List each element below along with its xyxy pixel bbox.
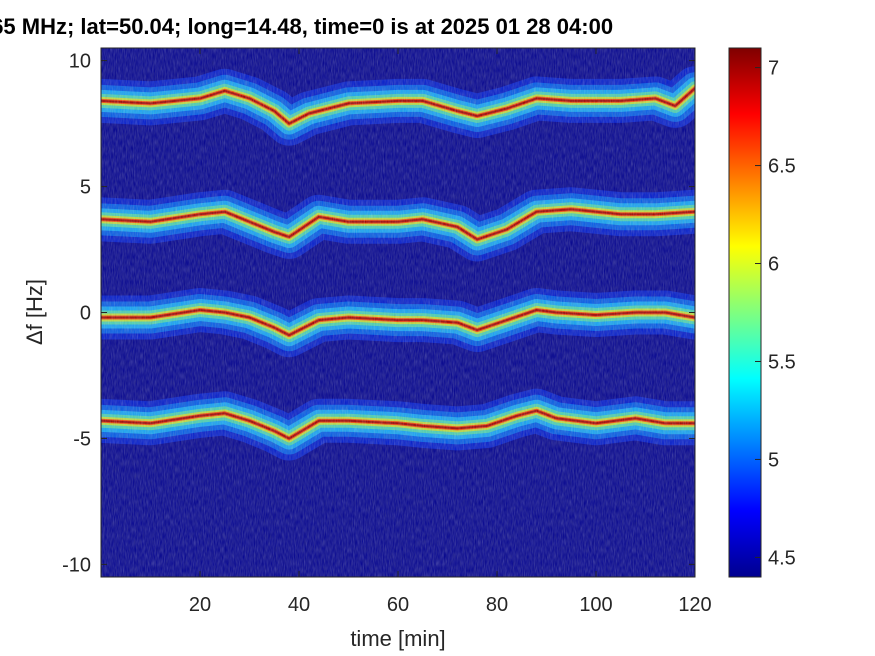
x-axis: 20 40 60 80 100 120: [189, 48, 712, 616]
y-tick-label: -10: [62, 554, 91, 576]
y-tick-label: 0: [80, 303, 91, 325]
y-tick-label: 10: [69, 51, 91, 73]
speckle-overlay: [101, 48, 695, 577]
x-tick-label: 100: [579, 594, 612, 616]
x-tick-label: 120: [678, 594, 711, 616]
x-tick-label: 80: [486, 594, 508, 616]
x-tick-label: 60: [387, 594, 409, 616]
colorbar-tick-label: 5: [768, 449, 779, 471]
x-tick-label: 40: [288, 594, 310, 616]
heatmap-bands: [101, 48, 695, 577]
y-tick-label: 5: [80, 177, 91, 199]
y-tick-label: -5: [73, 428, 91, 450]
x-axis-label: time [min]: [350, 626, 445, 651]
y-axis-label: Δf [Hz]: [22, 279, 47, 345]
colorbar: [728, 47, 762, 578]
colorbar-tick-label: 5.5: [768, 351, 796, 373]
colorbar-tick-label: 6.5: [768, 156, 796, 178]
colorbar-tick-label: 6: [768, 254, 779, 276]
chart-title: =4.65 MHz; lat=50.04; long=14.48, time=0…: [0, 14, 614, 39]
x-tick-label: 20: [189, 594, 211, 616]
colorbar-ticks: 7 6.5 6 5.5 5 4.5: [755, 58, 796, 569]
y-axis: 10 5 0 -5 -10: [62, 51, 695, 576]
colorbar-tick-label: 4.5: [768, 547, 796, 569]
colorbar-tick-label: 7: [768, 58, 779, 80]
